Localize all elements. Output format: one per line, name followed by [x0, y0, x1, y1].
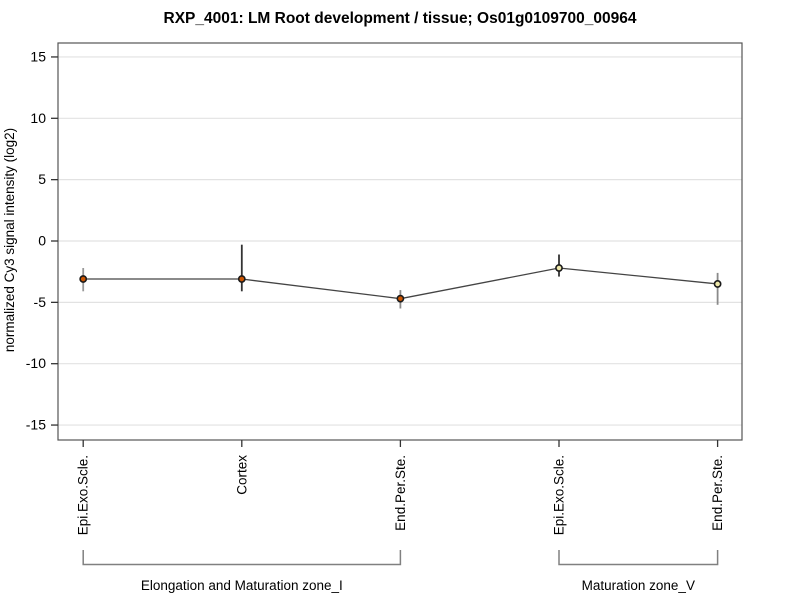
data-point [79, 275, 88, 283]
data-point [396, 294, 405, 303]
data-point [713, 280, 722, 288]
chart-title: RXP_4001: LM Root development / tissue; … [163, 10, 637, 27]
y-tick-label: 0 [38, 233, 46, 249]
x-category-label: End.Per.Ste. [393, 455, 408, 531]
y-tick-label: 10 [30, 110, 46, 126]
group-bracket [558, 550, 719, 566]
y-tick-label: -15 [26, 417, 46, 433]
group-label: Elongation and Maturation zone_I [141, 578, 343, 593]
y-tick-label: 15 [30, 48, 46, 64]
x-category-label: Epi.Exo.Scle. [552, 455, 567, 535]
x-category-label: Cortex [234, 455, 249, 495]
y-tick-label: -10 [26, 355, 46, 371]
group-bracket [82, 550, 402, 566]
data-point [555, 264, 563, 272]
chart-marks: 15 10 5 0 -5 -10 -15 Epi.Exo.Scle. Cortex End.Per… [26, 42, 743, 593]
data-point [237, 275, 246, 283]
group-label: Maturation zone_V [582, 578, 695, 593]
y-tick-label: 5 [38, 171, 46, 187]
y-axis-title: normalized Cy3 signal intensity (log2) [2, 128, 17, 352]
x-category-label: End.Per.Ste. [710, 455, 725, 531]
y-tick-label: -5 [34, 294, 47, 310]
x-category-label: Epi.Exo.Scle. [76, 455, 91, 535]
